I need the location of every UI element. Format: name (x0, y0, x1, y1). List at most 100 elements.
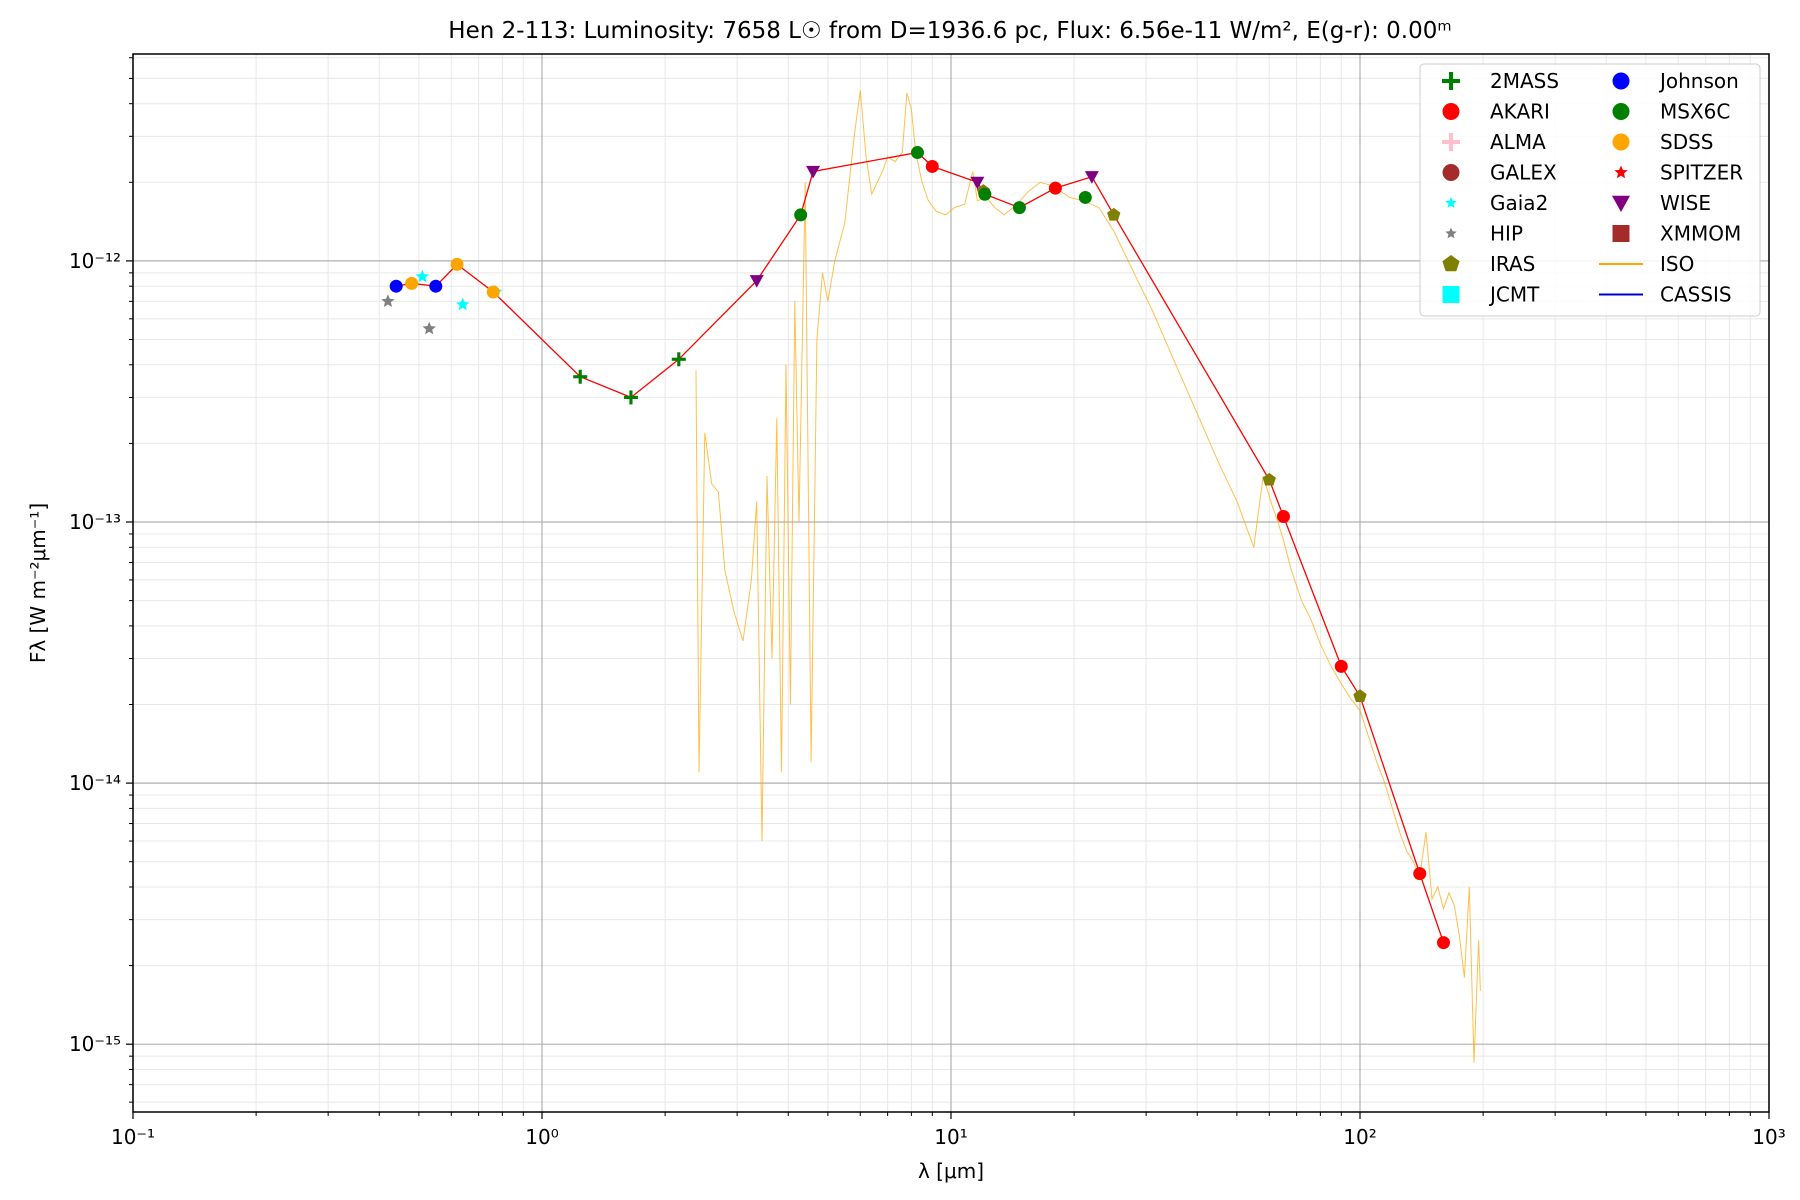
legend-label: MSX6C (1660, 100, 1730, 124)
legend-marker-2mass (1442, 72, 1460, 90)
series-wise (749, 165, 1099, 288)
x-tick-label: 10² (1343, 1125, 1376, 1149)
legend-marker-xmmom (1612, 225, 1630, 242)
data-point-akari (1048, 181, 1062, 195)
legend-item-wise: WISE (1612, 191, 1711, 215)
series-akari (925, 159, 1450, 950)
plot-content (381, 90, 1481, 1063)
legend-item-2mass: 2MASS (1442, 69, 1559, 93)
legend-marker-hip (1445, 227, 1457, 239)
y-tick-label: 10⁻¹³ (69, 510, 121, 534)
legend-marker-johnson (1612, 72, 1630, 90)
legend: 2MASS AKARI ALMA GALEX Gaia2 HIP IRAS JCMT Johns… (1419, 63, 1761, 317)
tick-labels: 10⁻¹ 10⁰ 10¹ 10² 10³ 10⁻¹⁵ 10⁻¹⁴ 10⁻¹³ 10⁻¹² (69, 249, 1786, 1149)
legend-marker-2mass-v (1448, 72, 1454, 90)
data-point-2mass (671, 352, 686, 367)
legend-label: IRAS (1490, 252, 1535, 276)
x-tick-label: 10⁰ (525, 1125, 558, 1149)
legend-marker-alma-v (1448, 133, 1454, 151)
legend-item-akari: AKARI (1442, 100, 1550, 124)
data-point-msx6c (794, 208, 808, 222)
legend-label: WISE (1660, 191, 1711, 215)
data-point-msx6c (978, 187, 992, 201)
data-point-sdss (405, 276, 419, 290)
legend-label: 2MASS (1490, 69, 1559, 93)
data-point-akari (1413, 867, 1427, 881)
legend-label: ISO (1660, 252, 1694, 276)
legend-marker-galex (1442, 164, 1460, 181)
data-point-sdss (486, 285, 500, 299)
legend-marker-alma (1442, 133, 1460, 151)
data-point-gaia2 (415, 269, 430, 283)
legend-marker-msx6c (1612, 103, 1630, 120)
legend-item-sdss: SDSS (1612, 130, 1714, 154)
x-tick-label: 10¹ (934, 1125, 967, 1149)
legend-item-jcmt: JCMT (1442, 283, 1540, 307)
data-point-akari (925, 159, 939, 173)
y-tick-label: 10⁻¹⁴ (69, 771, 121, 795)
legend-item-iras: IRAS (1442, 252, 1535, 276)
legend-item-xmmom: XMMOM (1612, 222, 1741, 246)
legend-box (1419, 63, 1761, 317)
data-point-wise (970, 176, 985, 190)
legend-label: SDSS (1660, 130, 1714, 154)
x-tick-label: 10⁻¹ (111, 1125, 155, 1149)
legend-label: ALMA (1490, 130, 1546, 154)
legend-label: JCMT (1488, 283, 1540, 307)
legend-item-cassis: CASSIS (1599, 283, 1732, 307)
data-point-sdss (450, 257, 464, 271)
data-point-2mass (573, 369, 588, 384)
data-point-iras (1262, 472, 1276, 486)
data-point-johnson (429, 279, 443, 293)
legend-label: SPITZER (1660, 161, 1743, 185)
legend-label: Gaia2 (1490, 191, 1548, 215)
x-axis-label: λ [μm] (918, 1159, 984, 1183)
data-point-akari (1436, 936, 1450, 950)
legend-marker-jcmt (1442, 286, 1460, 303)
legend-marker-iras (1442, 255, 1460, 272)
legend-item-johnson: Johnson (1612, 69, 1739, 93)
data-point-iras (1353, 689, 1367, 702)
legend-item-msx6c: MSX6C (1612, 100, 1730, 124)
y-tick-label: 10⁻¹⁵ (69, 1032, 121, 1056)
legend-label: XMMOM (1660, 222, 1741, 246)
legend-item-hip: HIP (1445, 222, 1523, 246)
data-point-msx6c (910, 146, 924, 160)
legend-label: GALEX (1490, 161, 1557, 185)
chart-title: Hen 2-113: Luminosity: 7658 L☉ from D=19… (448, 18, 1451, 44)
y-tick-label: 10⁻¹² (69, 249, 121, 273)
series-johnson (389, 279, 443, 293)
x-tick-label: 10³ (1752, 1125, 1785, 1149)
legend-item-galex: GALEX (1442, 161, 1557, 185)
series-sdss (405, 257, 500, 299)
legend-marker-wise (1612, 195, 1630, 212)
axis-ticks (126, 57, 1770, 1119)
data-point-2mass-v (578, 369, 582, 384)
data-point-wise (1084, 171, 1099, 184)
data-point-hip (422, 321, 436, 335)
data-point-johnson (389, 279, 403, 293)
legend-label: HIP (1490, 222, 1523, 246)
data-point-gaia2 (456, 297, 470, 311)
data-point-msx6c (1078, 190, 1092, 204)
legend-item-gaia2: Gaia2 (1445, 191, 1548, 215)
legend-label: AKARI (1490, 100, 1550, 124)
data-point-msx6c (1012, 201, 1026, 215)
data-point-wise (749, 275, 764, 288)
data-point-akari (1276, 509, 1290, 523)
legend-marker-sdss (1612, 133, 1630, 151)
data-point-2mass (623, 390, 638, 405)
series-line-iso (695, 90, 1481, 1063)
legend-item-iso: ISO (1599, 252, 1694, 276)
legend-marker-spitzer (1614, 165, 1628, 179)
data-point-akari (1334, 659, 1348, 673)
data-point-2mass-v (629, 390, 633, 405)
legend-marker-gaia2 (1445, 197, 1457, 208)
data-point-2mass-v (677, 352, 681, 367)
data-point-iras (1107, 207, 1121, 221)
series-2mass (573, 352, 686, 405)
series-msx6c (794, 146, 1092, 222)
legend-item-spitzer: SPITZER (1614, 161, 1743, 185)
legend-label: Johnson (1658, 69, 1739, 93)
y-axis-label: Fλ [W m⁻²μm⁻¹] (26, 503, 50, 663)
